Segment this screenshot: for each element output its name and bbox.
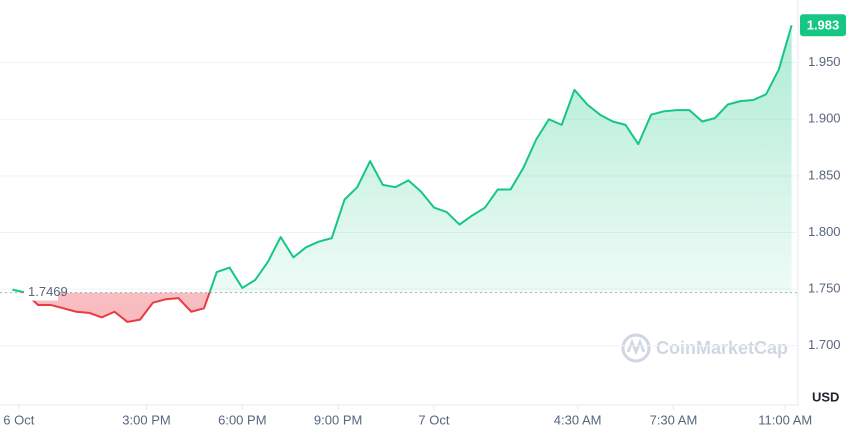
- y-tick-label: 1.900: [808, 111, 841, 126]
- x-tick-label: 9:00 PM: [314, 412, 362, 427]
- price-line-up: [12, 24, 793, 293]
- y-tick-label: 1.950: [808, 54, 841, 69]
- area-down: [12, 292, 792, 322]
- y-tick-label: 1.850: [808, 167, 841, 182]
- x-tick-label: 4:30 AM: [554, 412, 602, 427]
- watermark-text: CoinMarketCap: [656, 338, 788, 358]
- baseline-label-bg: [24, 282, 58, 301]
- y-tick-label: 1.750: [808, 281, 841, 296]
- area-up: [12, 25, 792, 293]
- last-price-badge: [800, 14, 846, 37]
- y-tick-label: 1.800: [808, 224, 841, 239]
- x-tick-label: 11:00 AM: [758, 412, 812, 427]
- x-tick-label: 7 Oct: [418, 412, 449, 427]
- price-line-down: [21, 292, 211, 323]
- x-tick-label: 7:30 AM: [650, 412, 698, 427]
- watermark: CoinMarketCap: [621, 333, 788, 363]
- x-tick-label: 6:00 PM: [218, 412, 266, 427]
- baseline-label: 1.7469: [28, 284, 68, 299]
- last-price-label: 1.983: [807, 18, 840, 33]
- x-tick-label: 6 Oct: [3, 412, 34, 427]
- y-unit: USD: [812, 389, 839, 404]
- y-tick-label: 1.700: [808, 337, 841, 352]
- x-tick-label: 3:00 PM: [122, 412, 170, 427]
